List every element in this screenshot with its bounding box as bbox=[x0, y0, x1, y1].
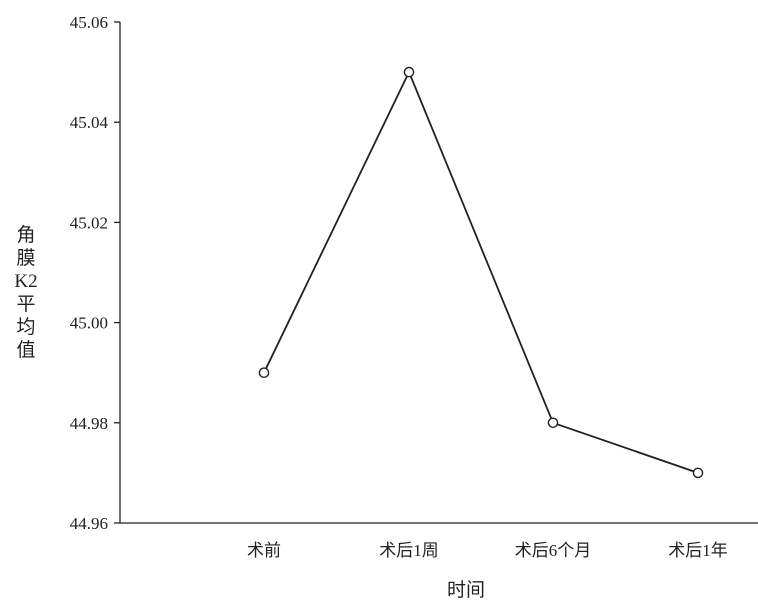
y-axis-title-char: 平 bbox=[16, 294, 35, 315]
y-tick-label: 45.04 bbox=[70, 113, 109, 132]
y-tick-labels: 44.96 44.98 45.00 45.02 45.04 45.06 bbox=[70, 13, 109, 533]
y-tick-label: 45.06 bbox=[70, 13, 108, 32]
x-tick-labels: 术前 术后1周 术后6个月 术后1年 bbox=[247, 541, 728, 560]
data-point bbox=[403, 66, 415, 78]
x-tick-label: 术后6个月 bbox=[515, 541, 592, 560]
axes bbox=[114, 21, 758, 524]
y-axis-title-char: 角 bbox=[16, 224, 35, 246]
x-tick-label: 术后1年 bbox=[668, 541, 728, 560]
y-axis-title-char: 值 bbox=[16, 339, 35, 361]
y-tick-label: 44.96 bbox=[70, 514, 108, 533]
y-tick-label: 45.00 bbox=[70, 314, 108, 333]
x-tick-label: 术前 bbox=[247, 541, 281, 560]
x-axis-title: 时间 bbox=[447, 579, 485, 600]
y-axis-title-char: K2 bbox=[14, 271, 37, 292]
y-tick-label: 45.02 bbox=[70, 213, 108, 232]
data-point bbox=[547, 417, 559, 429]
y-axis-title-char: 膜 bbox=[16, 247, 35, 269]
y-tick-label: 44.98 bbox=[70, 414, 108, 433]
x-tick-label: 术后1周 bbox=[379, 541, 439, 560]
data-point bbox=[258, 367, 270, 379]
series-layer bbox=[258, 66, 704, 479]
series-line bbox=[263, 69, 699, 474]
data-point bbox=[692, 467, 704, 479]
y-axis-title-char: 均 bbox=[16, 316, 35, 338]
